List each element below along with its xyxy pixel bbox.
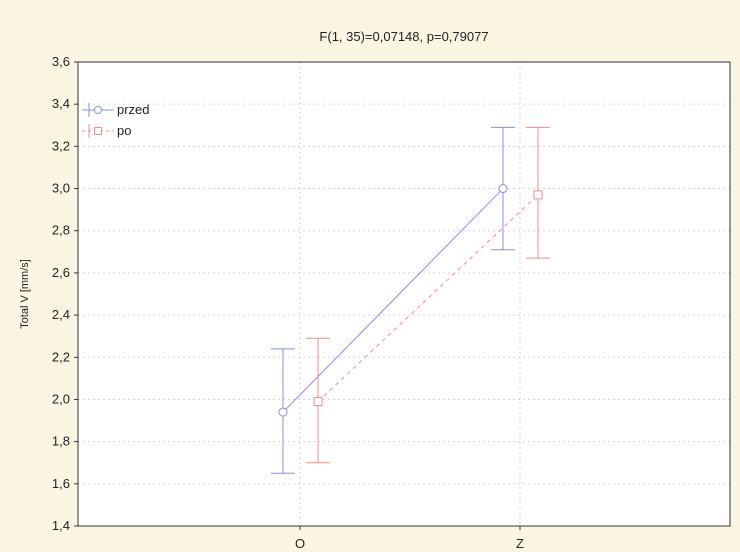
data-point-po (313, 397, 323, 407)
data-point-po (533, 190, 543, 200)
y-tick-label: 1,4 (52, 518, 70, 533)
y-tick-label: 3,0 (52, 181, 70, 196)
y-tick-label: 1,6 (52, 476, 70, 491)
plot-frame (77, 61, 731, 527)
y-tick-label: 1,8 (52, 434, 70, 449)
x-tick-label: O (295, 536, 305, 551)
y-tick-label: 2,0 (52, 391, 70, 406)
legend-przed-marker (94, 106, 102, 114)
legend-przed-label: przed (117, 102, 150, 117)
grid-lines (78, 62, 730, 526)
y-tick-label: 2,6 (52, 265, 70, 280)
y-tick-label: 3,6 (52, 54, 70, 69)
data-point-przed (278, 407, 288, 417)
y-tick-label: 3,4 (52, 96, 70, 111)
data-point-przed (498, 184, 508, 194)
series-layer (271, 126, 550, 474)
x-tick-label: Z (516, 536, 524, 551)
y-tick-label: 2,2 (52, 349, 70, 364)
series-line-przed (282, 188, 504, 413)
legend-po-label: po (117, 123, 131, 138)
legend-po-marker (94, 127, 102, 135)
y-axis-ticks: 1,4 1,6 1,8 2,0 2,2 2,4 2,6 2,8 3,0 3,2 3,4 3,6 (52, 54, 78, 533)
legend: przed po (82, 102, 150, 138)
series-line-po (317, 194, 539, 402)
plot-area (78, 62, 730, 526)
y-axis-label: Total V [mm/s] (19, 259, 31, 329)
y-tick-label: 2,8 (52, 223, 70, 238)
y-tick-label: 3,2 (52, 138, 70, 153)
y-tick-label: 2,4 (52, 307, 70, 322)
chart-title: F(1, 35)=0,07148, p=0,79077 (319, 29, 488, 44)
